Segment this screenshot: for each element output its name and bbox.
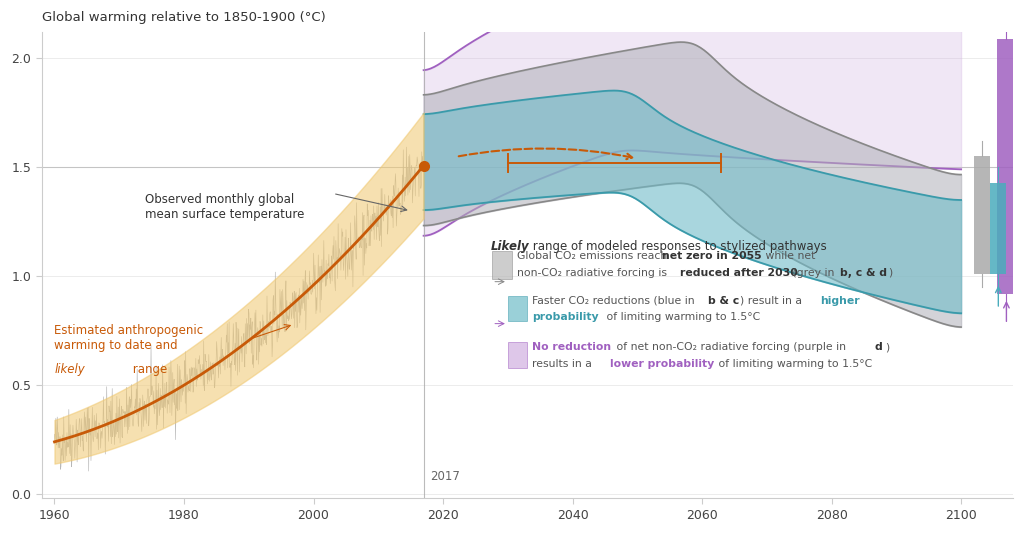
Text: (grey in: (grey in [790,268,839,278]
Text: Global CO₂ emissions reach: Global CO₂ emissions reach [516,252,671,261]
Text: b & c: b & c [708,296,739,305]
Text: results in a: results in a [532,359,595,369]
Text: Likely: Likely [490,240,529,253]
Text: ): ) [885,342,889,352]
Text: of limiting warming to 1.5°C: of limiting warming to 1.5°C [603,312,760,322]
Text: b, c & d: b, c & d [840,268,887,278]
Text: of limiting warming to 1.5°C: of limiting warming to 1.5°C [715,359,871,369]
Bar [996,39,1016,294]
Text: range: range [129,364,167,376]
Bar [508,342,527,368]
Text: reduced after 2030: reduced after 2030 [680,268,798,278]
Bar [508,296,527,321]
Text: likely: likely [54,364,85,376]
Bar [493,252,512,279]
Text: d: d [874,342,883,352]
Text: of net non-CO₂ radiative forcing (purple in: of net non-CO₂ radiative forcing (purple… [612,342,849,352]
Text: non-CO₂ radiative forcing is: non-CO₂ radiative forcing is [516,268,670,278]
Text: No reduction: No reduction [532,342,611,352]
Text: ) result in a: ) result in a [740,296,806,305]
Text: net zero in 2055: net zero in 2055 [663,252,762,261]
Text: lower probability: lower probability [609,359,714,369]
Bar [974,156,990,274]
Text: range of modeled responses to stylized pathways: range of modeled responses to stylized p… [529,240,827,253]
Text: while net: while net [762,252,816,261]
Text: Global warming relative to 1850-1900 (°C): Global warming relative to 1850-1900 (°C… [42,11,326,24]
Text: Estimated anthropogenic
warming to date and: Estimated anthropogenic warming to date … [54,324,204,367]
Text: Observed monthly global
mean surface temperature: Observed monthly global mean surface tem… [145,193,304,221]
Text: ): ) [889,268,893,278]
Text: 2017: 2017 [430,470,460,483]
Bar [990,183,1007,274]
Text: Faster CO₂ reductions (blue in: Faster CO₂ reductions (blue in [532,296,698,305]
Text: probability: probability [532,312,599,322]
Text: higher: higher [820,296,860,305]
